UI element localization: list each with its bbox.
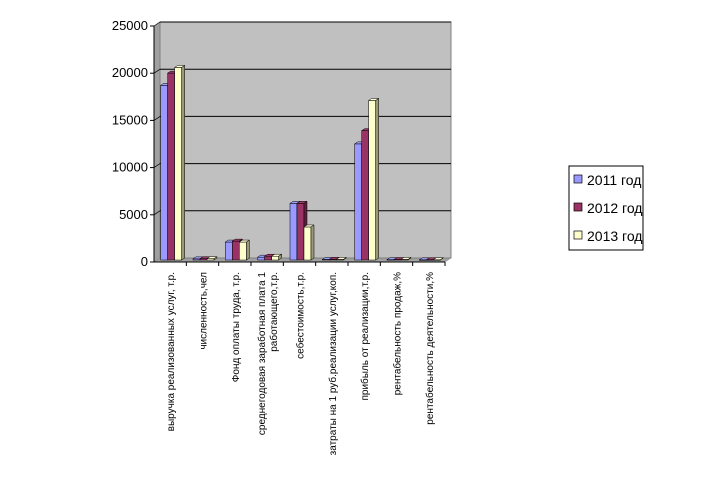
bar-front bbox=[174, 67, 182, 261]
bar bbox=[173, 64, 186, 261]
bar-front bbox=[271, 255, 279, 261]
side-wall bbox=[153, 21, 161, 263]
x-tick-label: работающего,т.р. bbox=[268, 272, 280, 352]
x-tick-label: рентабельность деятельности,% bbox=[424, 272, 436, 425]
bar bbox=[270, 253, 283, 261]
legend: 2011 год 2012 год 2013 год bbox=[568, 165, 644, 251]
x-tick-label: себестоимость,т.р. bbox=[295, 272, 307, 359]
bar-front bbox=[160, 85, 168, 261]
legend-label: 2012 год bbox=[587, 200, 642, 216]
bar bbox=[400, 256, 412, 261]
plot-area bbox=[153, 21, 452, 263]
x-tick-label: прибыль от реализации,т.р. bbox=[359, 272, 371, 401]
x-tick-label: затраты на 1 руб.реализации услуг,коп. bbox=[327, 272, 339, 455]
bar-side bbox=[375, 97, 379, 261]
bar-front bbox=[232, 240, 240, 261]
y-tick-label: 20000 bbox=[112, 65, 148, 80]
y-tick-label: 0 bbox=[141, 254, 148, 269]
legend-swatch bbox=[573, 230, 583, 240]
bar-side bbox=[213, 256, 218, 261]
y-tick-label: 15000 bbox=[112, 112, 148, 127]
legend-item: 2011 год bbox=[573, 172, 641, 188]
y-tick-label: 25000 bbox=[112, 18, 148, 33]
bar-front bbox=[257, 256, 265, 261]
bar-front bbox=[296, 203, 305, 261]
gridline-side bbox=[153, 210, 161, 216]
bar bbox=[206, 256, 218, 261]
legend-label: 2013 год bbox=[587, 228, 642, 244]
x-tick-label: рентабельность продаж,% bbox=[392, 272, 404, 395]
legend-item: 2012 год bbox=[573, 200, 642, 216]
bar-side bbox=[440, 257, 444, 261]
bar-front bbox=[303, 226, 312, 261]
bar bbox=[303, 224, 315, 261]
bar bbox=[432, 257, 445, 261]
x-tick-label: выручка реализованных услуг, т.р. bbox=[166, 272, 177, 431]
bar-front bbox=[167, 72, 175, 261]
y-axis: 0 5000 10000 15000 20000 25000 bbox=[112, 18, 155, 269]
x-tick-label: Фонд оплаты труда, т.р. bbox=[231, 272, 242, 382]
x-tick-label: численность,чел bbox=[199, 272, 210, 350]
bar-front bbox=[354, 143, 362, 261]
gridline-side bbox=[153, 163, 161, 168]
legend-item: 2013 год bbox=[573, 228, 642, 244]
bar-front bbox=[361, 130, 369, 261]
bar-front bbox=[368, 100, 376, 261]
bar bbox=[238, 239, 251, 261]
x-tick-label: среднегодовая заработная плата 1 bbox=[256, 272, 268, 436]
legend-label: 2011 год bbox=[587, 172, 641, 188]
bar-front bbox=[289, 203, 298, 261]
bar-front bbox=[239, 241, 247, 261]
legend-swatch bbox=[573, 202, 583, 212]
y-tick-label: 10000 bbox=[112, 160, 148, 175]
gridline-side bbox=[153, 116, 161, 121]
bar-side bbox=[407, 256, 412, 261]
legend-swatch bbox=[573, 174, 583, 184]
bar bbox=[367, 97, 380, 261]
bar-side bbox=[246, 239, 250, 261]
gridline-side bbox=[153, 21, 161, 27]
bar-side bbox=[343, 256, 347, 261]
gridline-side bbox=[153, 68, 161, 74]
bar-side bbox=[181, 64, 185, 261]
bar-front bbox=[225, 241, 233, 261]
bars bbox=[159, 64, 445, 261]
bar-side bbox=[278, 253, 282, 261]
bar-front bbox=[264, 255, 272, 261]
bar-side bbox=[310, 224, 315, 261]
y-tick-label: 5000 bbox=[119, 207, 148, 222]
bar bbox=[335, 256, 348, 261]
x-axis: выручка реализованных услуг, т.р. численн… bbox=[154, 261, 446, 455]
